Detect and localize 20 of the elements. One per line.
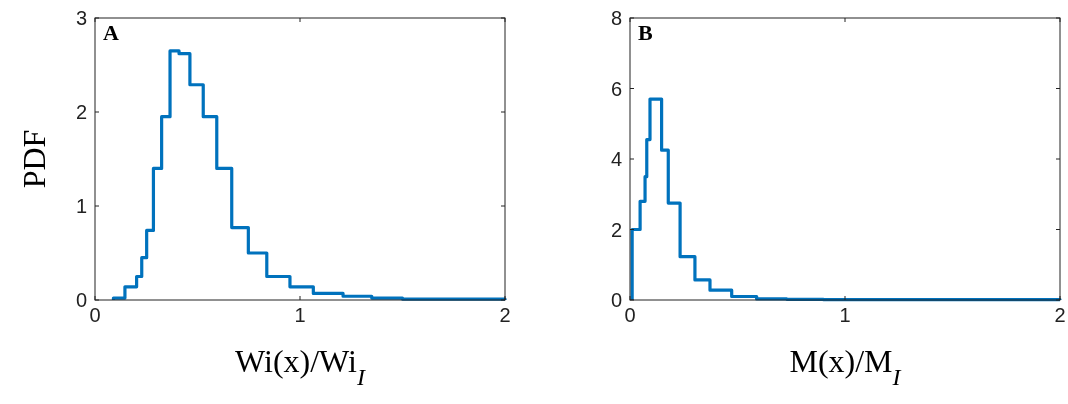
- x-tick-label: 0: [624, 304, 636, 326]
- x-axis-title: Wi(x)/Wi$_{I}$: [235, 343, 366, 390]
- y-tick-label: 0: [75, 289, 87, 311]
- y-tick-label: 6: [610, 77, 622, 100]
- x-tick-label: 0: [89, 304, 101, 326]
- x-tick-label: 2: [499, 304, 511, 326]
- y-tick-label: 4: [610, 148, 622, 170]
- y-tick-label: 3: [75, 7, 87, 29]
- y-tick-label: 2: [75, 101, 87, 123]
- x-tick-label: 2: [1054, 304, 1066, 326]
- x-axis-title: M(x)/M$_{I}$: [789, 343, 902, 390]
- x-tick-label: 1: [839, 304, 851, 326]
- y-tick-label: 1: [75, 195, 87, 217]
- y-tick-label: 0: [610, 289, 622, 311]
- y-tick-label: 2: [610, 218, 622, 241]
- y-axis-title: PDF: [16, 129, 52, 189]
- y-tick-label: 8: [610, 7, 622, 29]
- chart-title: A: [103, 20, 119, 45]
- x-tick-label: 1: [294, 304, 306, 326]
- chart-title: B: [638, 20, 653, 45]
